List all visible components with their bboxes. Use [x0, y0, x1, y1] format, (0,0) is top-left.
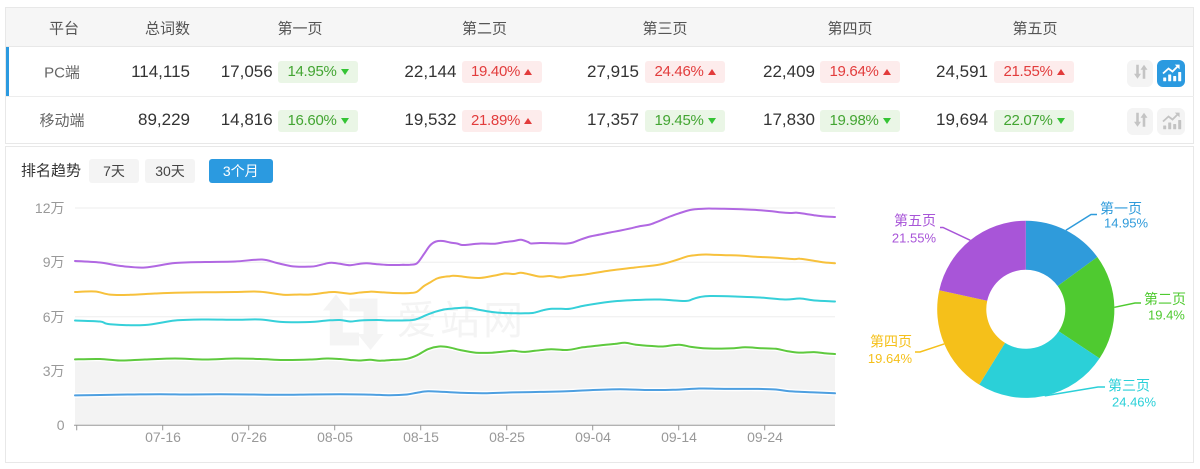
svg-text:19.4%: 19.4%	[1148, 308, 1185, 323]
svg-text:08-15: 08-15	[403, 429, 439, 445]
svg-text:19.64%: 19.64%	[868, 351, 913, 366]
svg-text:21.55%: 21.55%	[892, 231, 937, 246]
svg-text:第五页: 第五页	[894, 213, 936, 229]
svg-text:08-25: 08-25	[489, 429, 525, 445]
svg-text:第一页: 第一页	[1100, 201, 1142, 217]
svg-text:12万: 12万	[35, 200, 65, 216]
svg-text:3万: 3万	[43, 363, 65, 379]
svg-text:0: 0	[57, 417, 65, 433]
svg-text:第四页: 第四页	[870, 334, 912, 350]
svg-text:09-04: 09-04	[575, 429, 611, 445]
svg-text:09-14: 09-14	[661, 429, 697, 445]
svg-text:9万: 9万	[43, 254, 65, 270]
svg-text:第二页: 第二页	[1144, 291, 1186, 307]
svg-text:07-26: 07-26	[231, 429, 267, 445]
svg-text:14.95%: 14.95%	[1104, 216, 1149, 231]
svg-text:24.46%: 24.46%	[1112, 395, 1157, 410]
svg-text:07-16: 07-16	[145, 429, 181, 445]
svg-text:08-05: 08-05	[317, 429, 353, 445]
svg-text:09-24: 09-24	[747, 429, 783, 445]
svg-text:第三页: 第三页	[1108, 378, 1150, 394]
svg-text:爱站网: 爱站网	[397, 299, 526, 343]
svg-text:6万: 6万	[43, 309, 65, 325]
